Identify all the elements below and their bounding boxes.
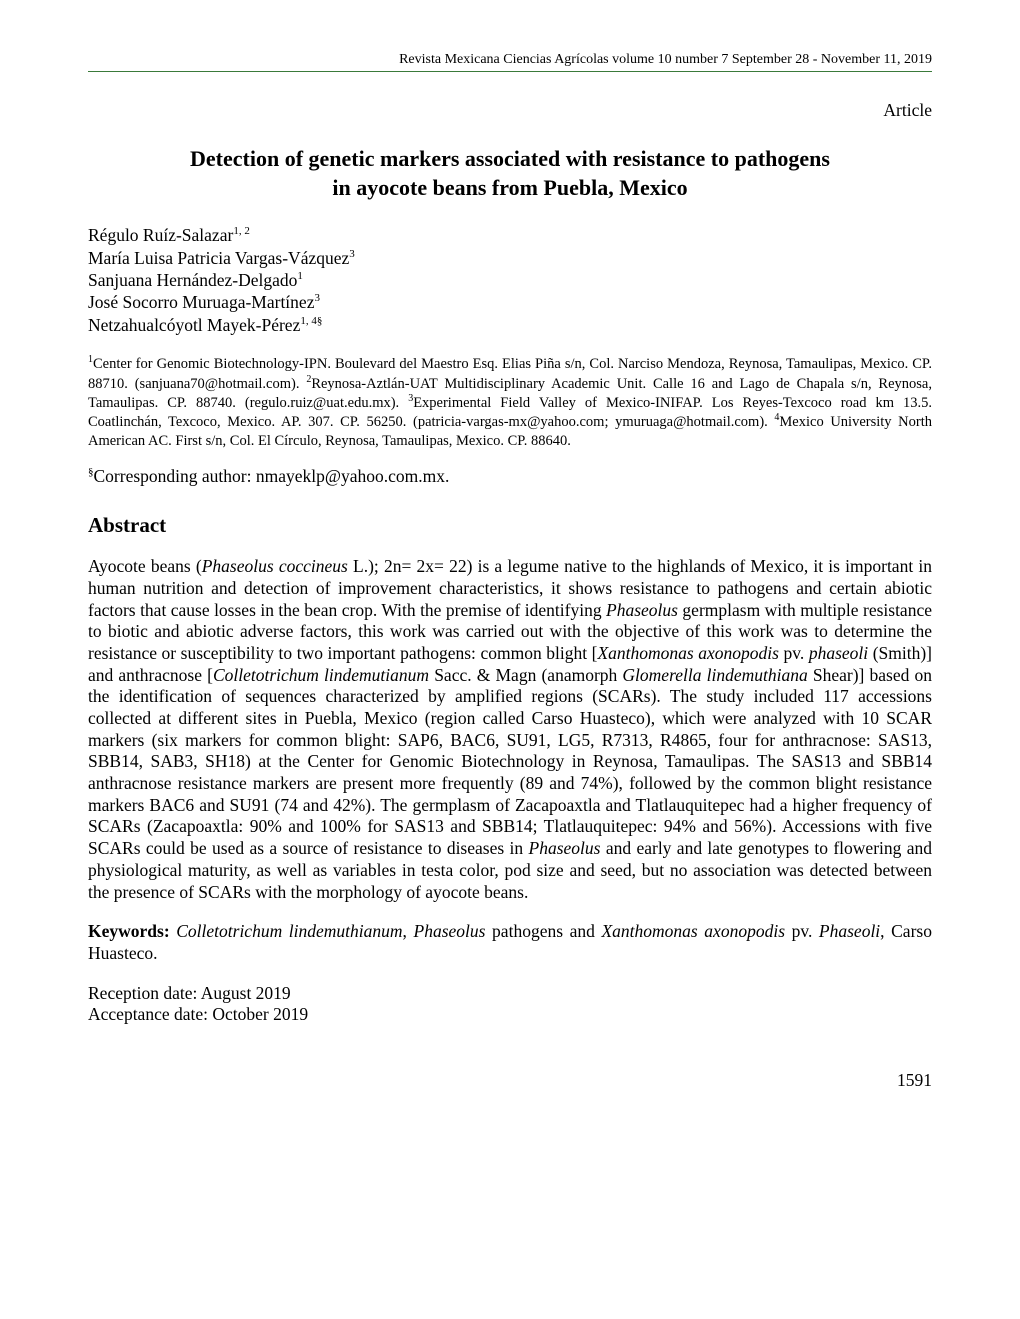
page-number: 1591	[88, 1070, 932, 1091]
species-name: Phaseolus coccineus	[202, 556, 348, 576]
author-name: Sanjuana Hernández-Delgado	[88, 270, 297, 290]
author-affil-sup: 3	[349, 248, 355, 260]
pathovar-name: phaseoli	[809, 643, 868, 663]
keywords: Keywords: Colletotrichum lindemuthianum,…	[88, 921, 932, 964]
genus-name: Phaseolus	[606, 600, 678, 620]
author-affil-sup: 3	[314, 293, 320, 305]
affiliations: 1Center for Genomic Biotechnology-IPN. B…	[88, 354, 932, 450]
title-line-1: Detection of genetic markers associated …	[190, 146, 830, 171]
article-type: Article	[88, 100, 932, 121]
author-name: María Luisa Patricia Vargas-Vázquez	[88, 248, 349, 268]
author-affil-sup: 1, 2	[233, 225, 250, 237]
abstract-text: Sacc. & Magn (anamorph	[429, 665, 622, 685]
author: Régulo Ruíz-Salazar1, 2	[88, 224, 932, 246]
author-name: Netzahualcóyotl Mayek-Pérez	[88, 315, 300, 335]
genus-name: Phaseolus	[529, 838, 601, 858]
keyword-term: Phaseoli	[819, 921, 880, 941]
keyword-text: pv.	[785, 921, 819, 941]
author-list: Régulo Ruíz-Salazar1, 2 María Luisa Patr…	[88, 224, 932, 336]
species-name: Colletotrichum lindemutianum	[213, 665, 429, 685]
keyword-term: Xanthomonas axonopodis	[601, 921, 785, 941]
author-name: José Socorro Muruaga-Martínez	[88, 292, 314, 312]
abstract-body: Ayocote beans (Phaseolus coccineus L.); …	[88, 556, 932, 903]
corresponding-author: §Corresponding author: nmayeklp@yahoo.co…	[88, 466, 932, 487]
species-name: Glomerella lindemuthiana	[622, 665, 807, 685]
keyword-term: Phaseolus	[414, 921, 486, 941]
abstract-text: Shear)] based on the identification of s…	[88, 665, 932, 859]
author-affil-sup: 1	[297, 270, 303, 282]
keywords-label: Keywords:	[88, 921, 170, 941]
keyword-text: pathogens and	[485, 921, 601, 941]
title-line-2: in ayocote beans from Puebla, Mexico	[332, 175, 687, 200]
author: María Luisa Patricia Vargas-Vázquez3	[88, 247, 932, 269]
keyword-text: ,	[403, 921, 414, 941]
author-affil-sup: 1, 4§	[300, 315, 322, 327]
article-title: Detection of genetic markers associated …	[88, 145, 932, 202]
author: Netzahualcóyotl Mayek-Pérez1, 4§	[88, 314, 932, 336]
reception-date: Reception date: August 2019	[88, 983, 932, 1005]
corresponding-text: Corresponding author: nmayeklp@yahoo.com…	[94, 466, 450, 486]
abstract-text: pv.	[779, 643, 809, 663]
journal-header: Revista Mexicana Ciencias Agrícolas volu…	[88, 52, 932, 72]
abstract-heading: Abstract	[88, 513, 932, 538]
acceptance-date: Acceptance date: October 2019	[88, 1004, 932, 1026]
keyword-term: Colletotrichum lindemuthianum	[170, 921, 403, 941]
author-name: Régulo Ruíz-Salazar	[88, 225, 233, 245]
species-name: Xanthomonas axonopodis	[597, 643, 779, 663]
author: Sanjuana Hernández-Delgado1	[88, 269, 932, 291]
author: José Socorro Muruaga-Martínez3	[88, 291, 932, 313]
abstract-text: Ayocote beans (	[88, 556, 202, 576]
article-dates: Reception date: August 2019 Acceptance d…	[88, 983, 932, 1026]
